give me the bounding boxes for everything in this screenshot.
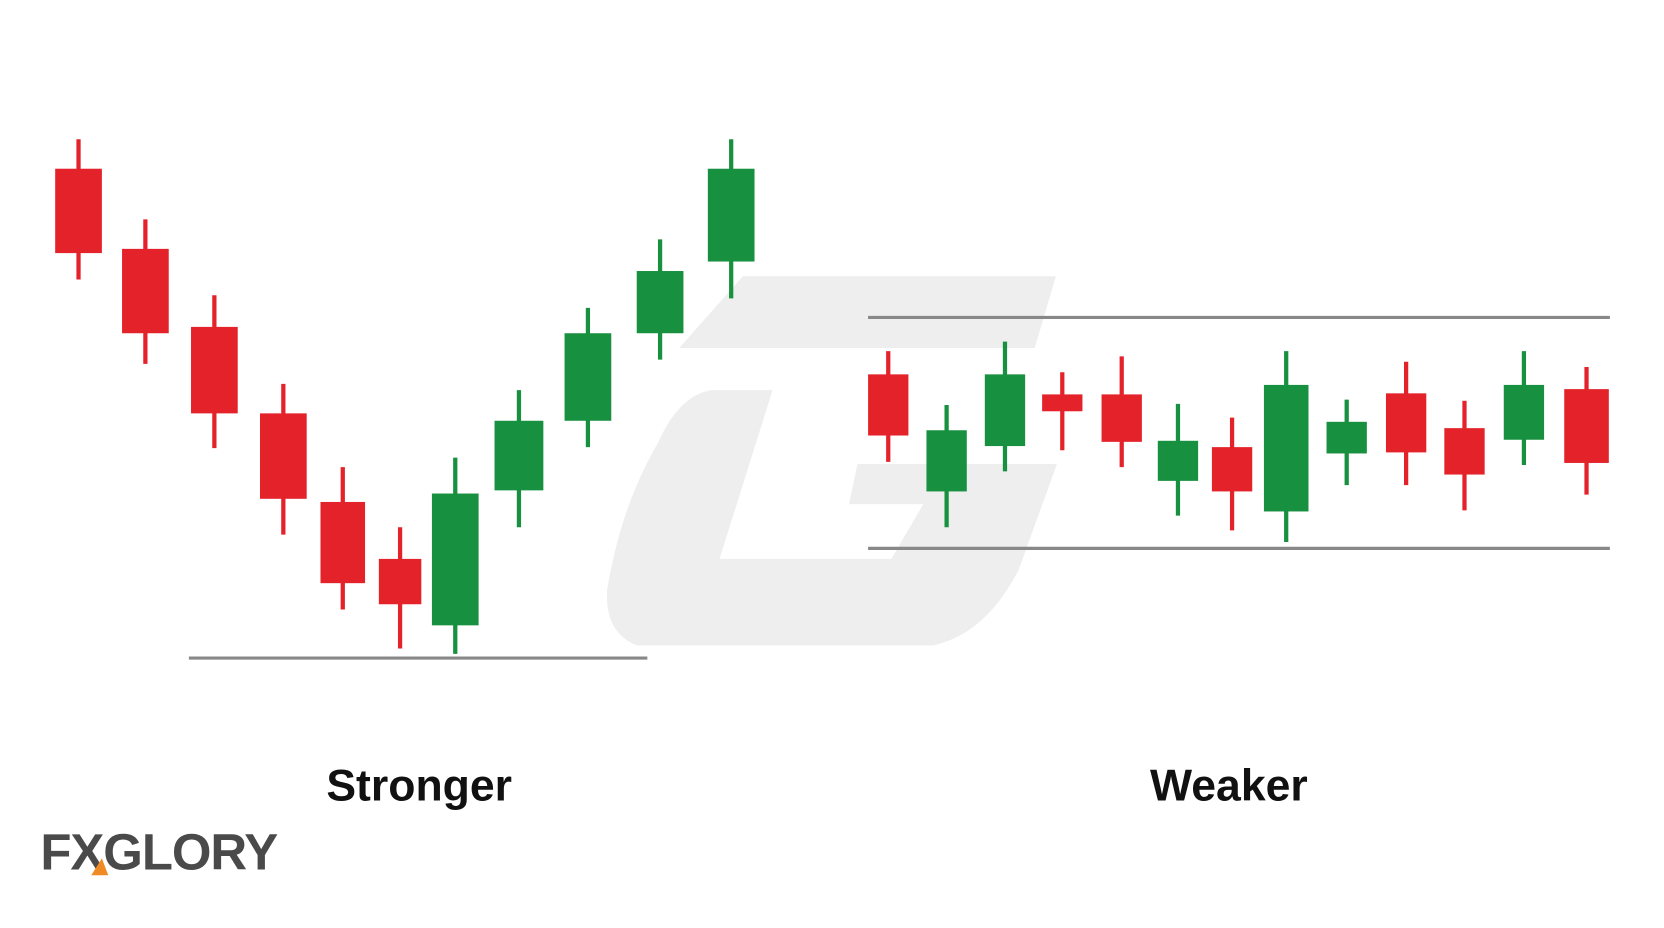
bullish-candle <box>431 457 479 654</box>
body <box>260 413 307 499</box>
body <box>1564 389 1609 463</box>
body <box>1503 384 1545 440</box>
bearish-candle <box>1211 417 1253 531</box>
body <box>868 374 909 436</box>
bearish-candle <box>868 351 909 462</box>
bearish-candle <box>191 295 238 449</box>
body <box>984 374 1026 447</box>
body <box>1263 384 1309 512</box>
panel-label: Weaker <box>1150 762 1308 811</box>
bullish-candle <box>926 404 967 528</box>
bullish-candle <box>1503 351 1545 466</box>
body <box>55 168 102 254</box>
bearish-candle <box>378 527 422 649</box>
body <box>122 248 169 334</box>
watermark <box>606 276 1057 646</box>
watermark-bar <box>679 276 1056 348</box>
panel-label: Stronger <box>326 762 512 811</box>
body <box>707 168 755 262</box>
bearish-candle <box>122 219 169 364</box>
bullish-candle <box>1326 399 1367 486</box>
body <box>1211 447 1253 492</box>
candles <box>55 139 1609 654</box>
bearish-candle <box>55 139 102 280</box>
body <box>494 420 544 491</box>
support-lines <box>188 315 1610 660</box>
bullish-candle <box>984 341 1026 472</box>
body <box>1385 393 1427 453</box>
body <box>378 558 422 605</box>
bearish-candle <box>1385 361 1427 486</box>
body <box>1444 428 1485 475</box>
body <box>926 430 967 492</box>
body <box>1101 394 1142 442</box>
bullish-candle <box>1157 403 1199 516</box>
body <box>1042 394 1083 412</box>
body <box>1157 440 1199 481</box>
body <box>320 501 366 584</box>
bearish-candle <box>1564 366 1609 495</box>
bullish-candle <box>1263 351 1309 543</box>
bearish-candle <box>260 383 307 535</box>
bullish-candle <box>636 239 684 360</box>
bearish-candle <box>1444 400 1485 511</box>
logo: FXGLORY <box>40 824 278 881</box>
body <box>431 493 479 626</box>
bearish-candle <box>1042 372 1083 451</box>
body <box>191 326 238 414</box>
bullish-candle <box>707 139 755 299</box>
body <box>636 271 684 334</box>
body <box>1326 421 1367 454</box>
bearish-candle <box>1101 356 1142 468</box>
bullish-candle <box>564 307 612 448</box>
body <box>564 333 612 421</box>
bullish-candle <box>494 390 544 528</box>
bearish-candle <box>320 467 366 610</box>
watermark-hook <box>606 390 1057 646</box>
logo-accent <box>91 858 109 876</box>
